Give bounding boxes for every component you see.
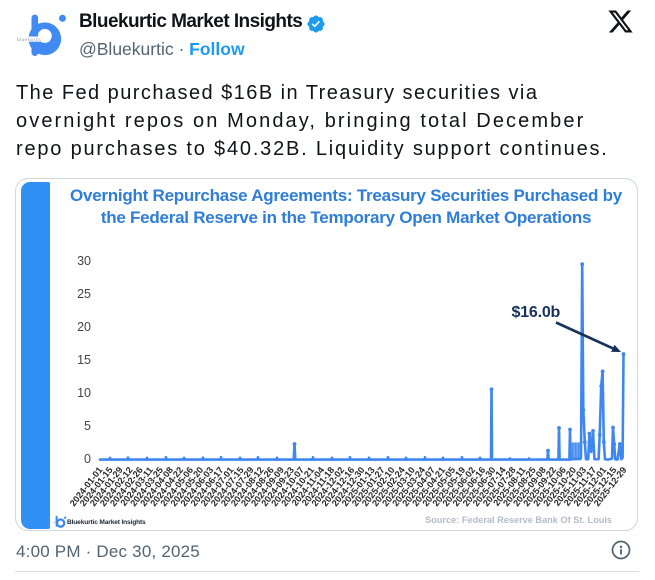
svg-text:5: 5 [84,419,91,433]
svg-text:15: 15 [77,353,91,367]
svg-text:20: 20 [77,320,91,334]
svg-text:25: 25 [77,287,91,301]
svg-text:10: 10 [77,386,91,400]
svg-text:0: 0 [84,452,91,466]
svg-text:30: 30 [77,254,91,268]
svg-text:bluekurtic: bluekurtic [17,37,42,43]
